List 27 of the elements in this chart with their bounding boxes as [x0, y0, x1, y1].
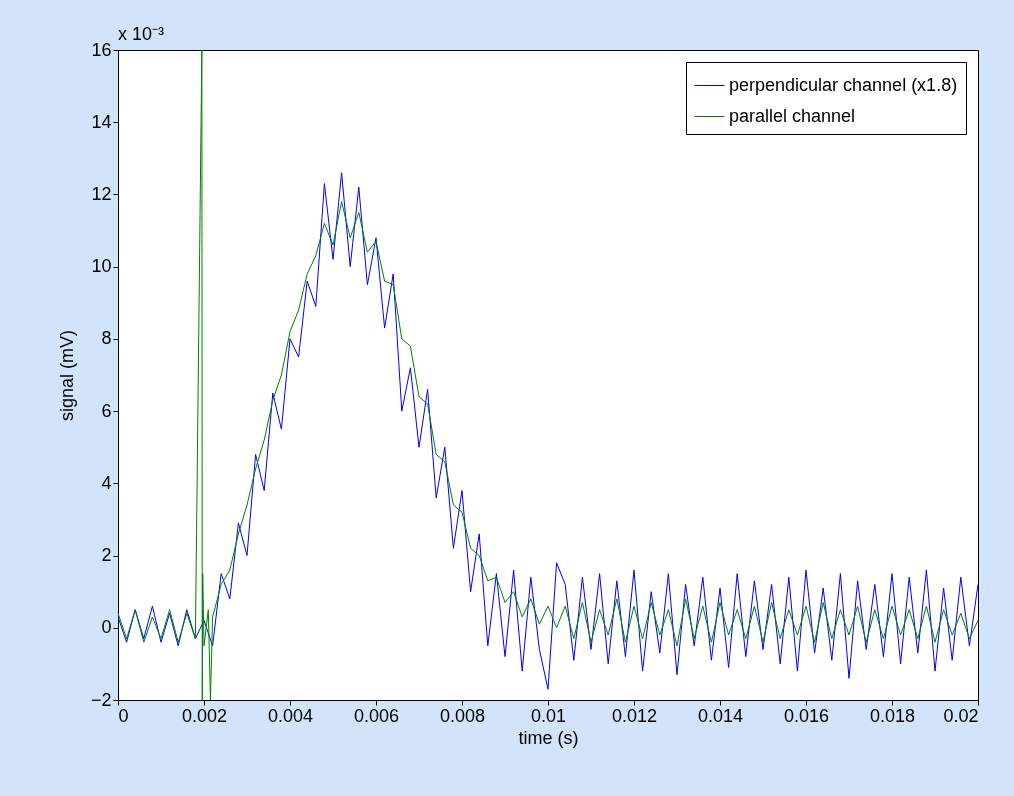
text: x 10⁻³: [118, 24, 165, 44]
y-tick-label: 6: [101, 400, 112, 421]
y-axis-title: signal (mV): [56, 329, 77, 422]
x-tick-label: 0.02: [943, 705, 979, 726]
x-tick-label: 0.016: [783, 705, 830, 726]
x-tick-label: 0.014: [697, 705, 744, 726]
line-series: [118, 172, 978, 690]
legend-label: parallel channel: [729, 105, 856, 126]
x-tick-label: 0.01: [530, 705, 567, 726]
y-tick-label: 10: [91, 256, 112, 277]
x-tick-label: 0.018: [869, 705, 916, 726]
y-tick-label: 8: [101, 328, 112, 349]
x-tick-label: 0.006: [353, 705, 400, 726]
legend-label: perpendicular channel (x1.8): [729, 74, 958, 95]
x-tick-label: 0: [118, 705, 129, 726]
x-tick-label: 0.002: [181, 705, 228, 726]
x-axis-title: time (s): [518, 727, 579, 748]
x-tick-label: 0.004: [267, 705, 314, 726]
y-tick-label: 16: [91, 39, 112, 60]
y-tick-label: −2: [90, 689, 112, 710]
y-tick-label: 0: [101, 617, 112, 638]
y-tick-label: 4: [101, 472, 112, 493]
x-tick-label: 0.008: [439, 705, 486, 726]
y-tick-label: 14: [91, 111, 112, 132]
y-tick-label: 12: [91, 183, 112, 204]
y-tick-label: 2: [101, 545, 112, 566]
x-tick-label: 0.012: [611, 705, 658, 726]
